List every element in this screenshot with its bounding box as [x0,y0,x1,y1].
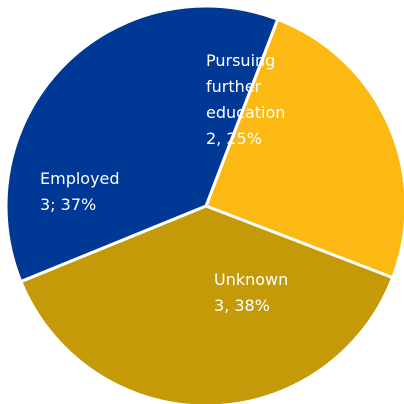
pie-slice-unknown [19,204,395,404]
data-label-line: 2, 25% [206,129,262,148]
pie-slice-pursuing-further-education [204,17,404,280]
data-label-line: Unknown [214,270,288,289]
data-label-unknown: Unknown 3, 38% [214,270,288,315]
data-label-line: 3, 38% [214,296,270,315]
data-labels: Pursuing further education 2, 25% Unknown 3, … [40,51,288,315]
data-label-line: education [206,103,285,122]
data-label-pursuing-further-education: Pursuing further education 2, 25% [206,51,285,148]
pie-slices [4,4,404,404]
data-label-line: Pursuing [206,51,275,70]
data-label-line: further [206,77,262,96]
data-label-line: Employed [40,169,120,188]
pie-slice-employed [4,4,280,284]
data-label-line: 3; 37% [40,195,96,214]
data-label-employed: Employed 3; 37% [40,169,120,214]
